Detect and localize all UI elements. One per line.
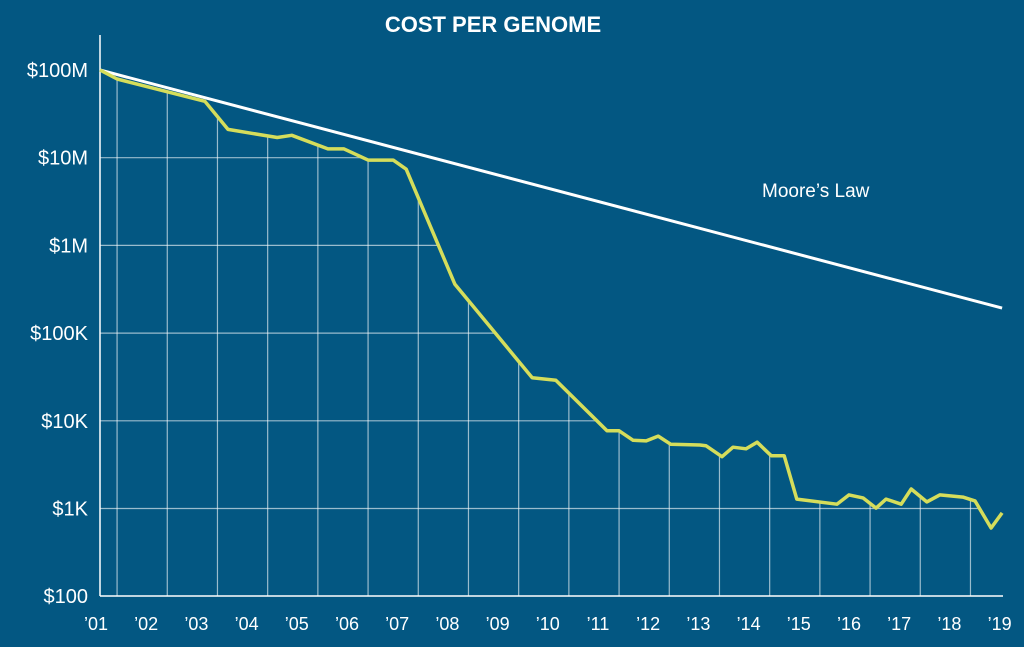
y-tick-label: $1K — [52, 499, 88, 521]
y-tick-labels: $100M $10M $1M $100K $10K $1K $100 — [27, 60, 89, 608]
x-tick-label: ’09 — [486, 614, 510, 634]
x-tick-label: ’19 — [988, 614, 1012, 634]
x-tick-label: ’04 — [235, 614, 259, 634]
x-tick-label: ’16 — [837, 614, 861, 634]
moores-law-line — [99, 68, 1003, 310]
y-tick-label: $100 — [44, 586, 89, 608]
x-tick-label: ’03 — [184, 614, 208, 634]
x-tick-label: ’06 — [335, 614, 359, 634]
x-tick-label: ’10 — [536, 614, 560, 634]
x-tick-label: ’13 — [686, 614, 710, 634]
cost-per-genome-line — [99, 68, 1004, 530]
y-tick-label: $10K — [41, 411, 88, 433]
x-tick-label: ’17 — [887, 614, 911, 634]
x-tick-label: ’15 — [787, 614, 811, 634]
y-tick-label: $100M — [27, 60, 88, 82]
x-tick-label: ’14 — [737, 614, 761, 634]
axes — [99, 35, 1003, 597]
x-tick-label: ’08 — [435, 614, 459, 634]
x-tick-label: ’05 — [285, 614, 309, 634]
x-tick-label: ’07 — [385, 614, 409, 634]
y-tick-label: $1M — [49, 235, 88, 257]
grid — [100, 78, 980, 596]
y-tick-label: $10M — [38, 148, 88, 170]
x-tick-labels: ’01 ’02 ’03 ’04 ’05 ’06 ’07 ’08 ’09 ’10 ’11 ’12 ’13 ’… — [84, 614, 1012, 634]
x-tick-label: ’01 — [84, 614, 108, 634]
chart-title: COST PER GENOME — [385, 12, 601, 37]
x-tick-label: ’11 — [587, 614, 610, 634]
x-tick-label: ’18 — [937, 614, 961, 634]
series-lines — [99, 68, 1004, 530]
y-tick-label: $100K — [30, 323, 88, 345]
x-tick-label: ’12 — [636, 614, 660, 634]
moores-law-label: Moore’s Law — [762, 181, 870, 202]
x-tick-label: ’02 — [134, 614, 158, 634]
